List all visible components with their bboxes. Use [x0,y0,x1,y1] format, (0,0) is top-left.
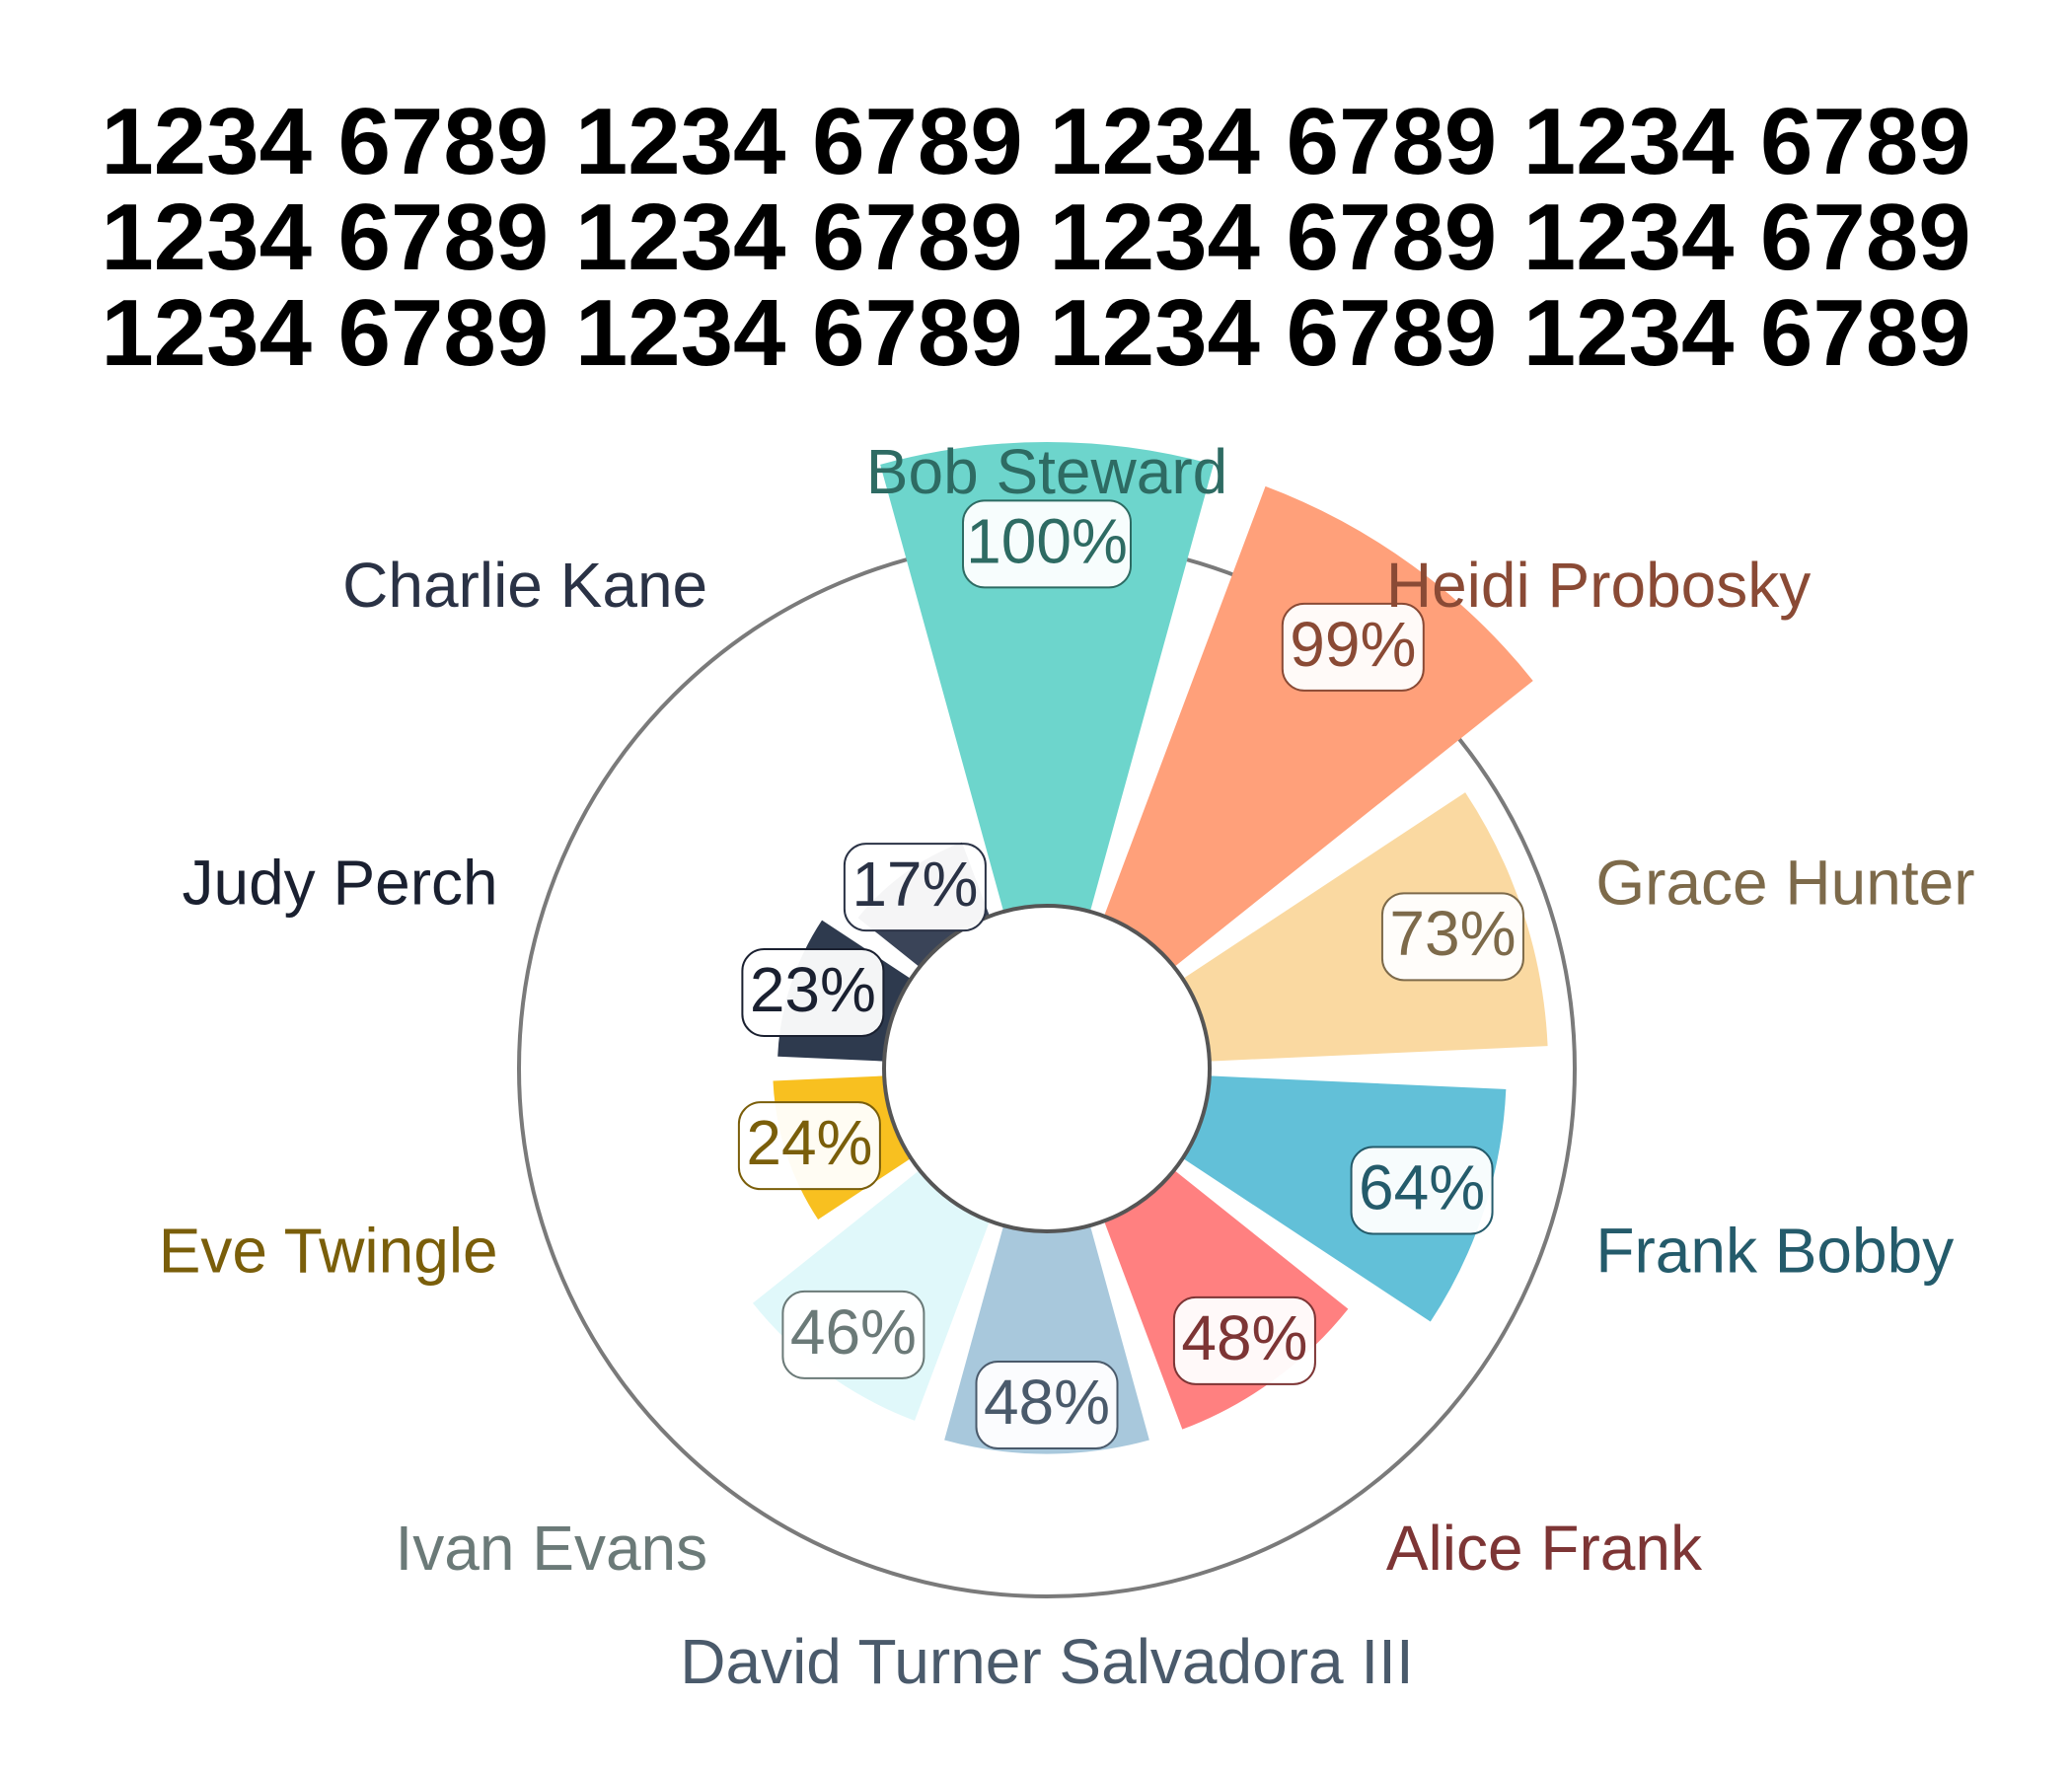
value-label-text-bob-steward: 100% [966,505,1128,576]
value-label-eve-twingle: 24% [737,1101,881,1191]
value-label-box-eve-twingle [737,1101,881,1191]
category-label-ivan-evans: Ivan Evans [396,1513,708,1584]
value-labels-layer: 100% 99% 73% 64% 48% 48% 46% 24% 23% 17% [737,499,1524,1449]
value-label-text-charlie-kane: 17% [851,849,978,920]
value-label-box-grace-hunter [1380,892,1524,982]
value-label-box-bob-steward [962,499,1132,589]
title-line-3: 1234 6789 1234 6789 1234 6789 1234 6789 [101,280,1971,386]
chart-title: 1234 6789 1234 6789 1234 6789 1234 6789 … [0,94,2072,381]
value-label-david-turner-salvadora-iii: 48% [975,1360,1119,1449]
title-line-1: 1234 6789 1234 6789 1234 6789 1234 6789 [101,89,1971,194]
value-label-box-david-turner-salvadora-iii [975,1360,1119,1449]
value-label-box-alice-frank [1172,1295,1316,1385]
value-label-box-frank-bobby [1350,1146,1494,1235]
category-label-bob-steward: Bob Steward [866,436,1227,507]
inner-hole [882,904,1212,1233]
bar-grace-hunter [1182,792,1548,1062]
title-line-2: 1234 6789 1234 6789 1234 6789 1234 6789 [101,185,1971,290]
value-label-frank-bobby: 64% [1350,1146,1494,1235]
value-label-text-heidi-probosky: 99% [1290,609,1416,680]
value-label-box-ivan-evans [781,1290,925,1379]
category-label-heidi-probosky: Heidi Probosky [1386,550,1811,621]
value-label-ivan-evans: 46% [781,1290,925,1379]
value-label-text-eve-twingle: 24% [746,1107,872,1178]
value-label-box-heidi-probosky [1281,602,1425,692]
value-label-text-judy-perch: 23% [750,954,876,1025]
bar-heidi-probosky [1103,485,1533,968]
bar-frank-bobby [1182,1075,1507,1322]
value-label-heidi-probosky: 99% [1281,602,1425,692]
value-label-alice-frank: 48% [1172,1295,1316,1385]
value-label-text-ivan-evans: 46% [790,1296,917,1368]
value-label-text-alice-frank: 48% [1181,1302,1307,1373]
category-label-frank-bobby: Frank Bobby [1595,1215,1954,1286]
value-label-charlie-kane: 17% [843,843,987,932]
value-label-box-charlie-kane [843,843,987,932]
value-label-judy-perch: 23% [741,947,885,1037]
value-label-text-david-turner-salvadora-iii: 48% [984,1367,1110,1438]
category-label-eve-twingle: Eve Twingle [159,1215,498,1286]
value-label-text-frank-bobby: 64% [1359,1151,1485,1222]
category-label-charlie-kane: Charlie Kane [342,550,707,621]
category-label-alice-frank: Alice Frank [1386,1513,1703,1584]
category-label-david-turner-salvadora-iii: David Turner Salvadora III [680,1626,1413,1697]
value-label-grace-hunter: 73% [1380,892,1524,982]
category-labels-layer: Bob Steward Heidi Probosky Grace Hunter Fra… [159,436,1975,1697]
value-label-bob-steward: 100% [962,499,1132,589]
value-label-text-grace-hunter: 73% [1389,898,1516,969]
category-label-judy-perch: Judy Perch [182,848,497,919]
value-label-box-judy-perch [741,947,885,1037]
category-label-grace-hunter: Grace Hunter [1595,848,1974,919]
